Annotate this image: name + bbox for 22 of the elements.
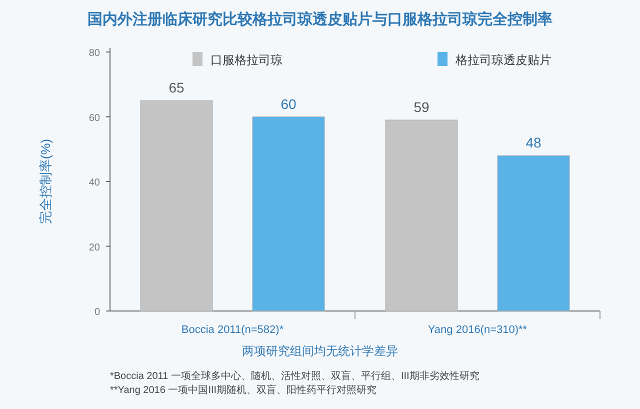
y-tick-label: 20	[88, 242, 100, 254]
data-label: 48	[526, 134, 542, 151]
x-tick-label: Yang 2016(n=310)**	[428, 324, 528, 336]
data-label: 59	[414, 98, 430, 115]
data-label: 60	[280, 96, 296, 112]
legend-label: 口服格拉司琼	[210, 53, 282, 67]
y-tick-label: 0	[94, 307, 100, 318]
y-axis-title: 完全控制率(%)	[38, 138, 53, 224]
y-tick-label: 60	[88, 112, 100, 124]
y-tick-label: 40	[88, 178, 100, 188]
bar	[385, 120, 458, 312]
legend-label: 格拉司琼透皮贴片	[454, 53, 552, 67]
chart-title: 国内外注册临床研究比较格拉司琼透皮贴片与口服格拉司琼完全控制率	[88, 10, 552, 28]
x-tick-label: Boccia 2011(n=582)*	[181, 324, 284, 336]
bar	[497, 155, 570, 312]
bar	[252, 116, 325, 312]
y-tick-label: 80	[88, 48, 100, 59]
data-label: 65	[168, 80, 184, 96]
bar	[140, 100, 213, 312]
text: *Boccia 2011 一项全球多中心、随机、活性对照、双盲、平行组、III期非劣效性研究	[110, 370, 480, 382]
x-axis-title: 两项研究组间均无统计学差异	[242, 344, 398, 358]
text: **Yang 2016 一项中国III期随机、双盲、阳性药平行对照研究	[110, 384, 377, 396]
